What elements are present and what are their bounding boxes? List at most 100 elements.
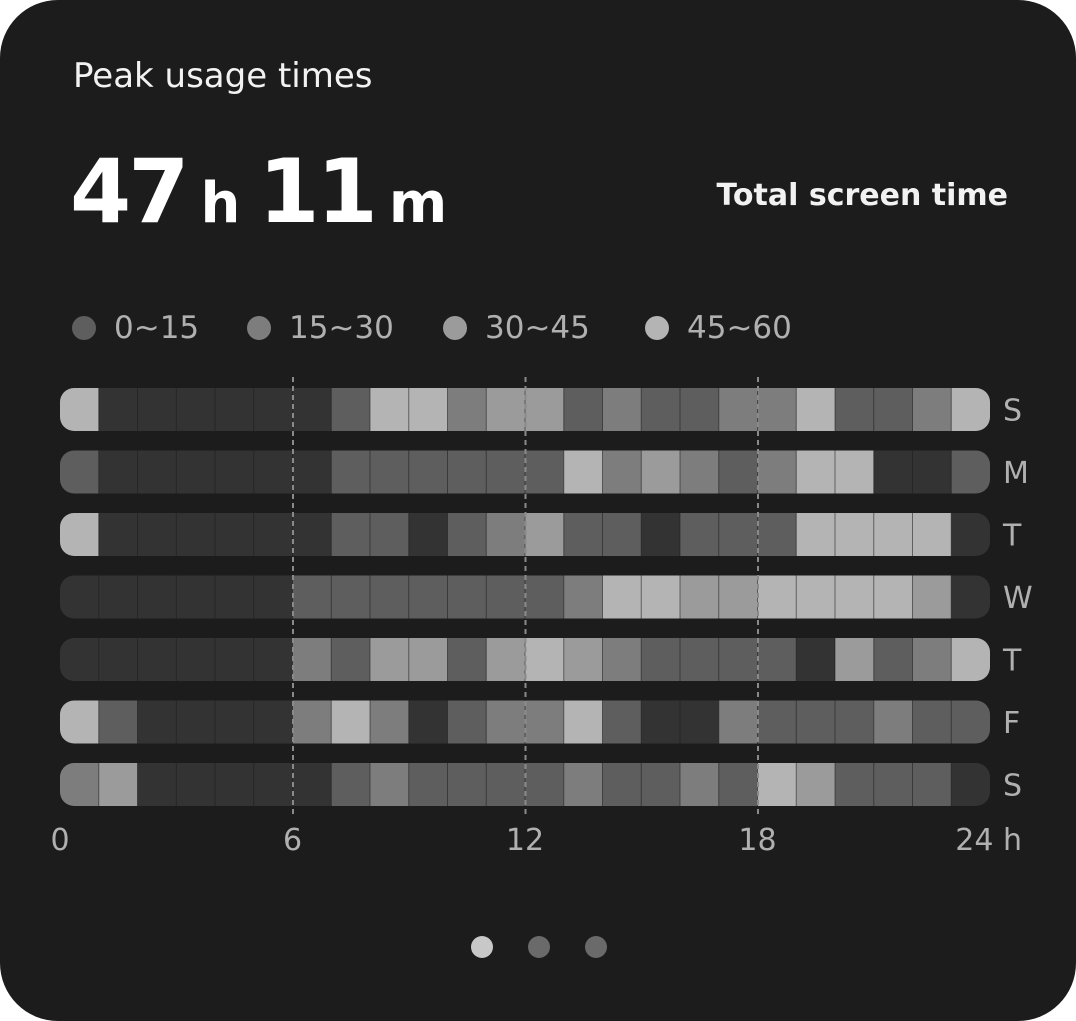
heatmap-cell [757, 575, 797, 619]
heatmap-cell [253, 763, 293, 806]
heatmap-cell [215, 763, 255, 806]
heatmap-cell [370, 575, 410, 619]
heatmap-cell [447, 450, 487, 494]
heatmap-cell [602, 450, 642, 494]
heatmap-cell [137, 388, 177, 431]
page-dot[interactable] [528, 936, 550, 958]
heatmap-cell [796, 638, 836, 681]
heatmap-cell [912, 450, 952, 494]
heatmap-cell [602, 575, 642, 619]
heatmap-cell [873, 388, 913, 431]
heatmap-cell [253, 575, 293, 619]
heatmap-cell [525, 513, 565, 556]
x-tick-label: 18 [738, 823, 776, 858]
heatmap-cell [912, 638, 952, 681]
heatmap-cell [835, 388, 875, 431]
heatmap-cell [98, 388, 138, 431]
page-indicator [0, 936, 1076, 958]
heatmap-cell [60, 513, 100, 556]
heatmap-cell [718, 700, 758, 744]
heatmap-row [60, 575, 990, 619]
heatmap-cell [641, 638, 681, 681]
heatmap-cell [718, 388, 758, 431]
heatmap-cell [680, 513, 720, 556]
heatmap-cell [215, 450, 255, 494]
heatmap-cell [602, 638, 642, 681]
total-minutes: 11 [258, 140, 377, 243]
heatmap-cell [292, 763, 332, 806]
heatmap-cell [912, 575, 952, 619]
heatmap-cell [60, 575, 100, 619]
heatmap-cell [641, 763, 681, 806]
heatmap-cell [370, 388, 410, 431]
heatmap-cell [292, 575, 332, 619]
legend-swatch [645, 316, 669, 340]
heatmap-cell [951, 450, 990, 494]
heatmap-cell [757, 388, 797, 431]
heatmap-cell [331, 450, 371, 494]
heatmap-cell [951, 513, 990, 556]
heatmap-cell [331, 388, 371, 431]
heatmap-cell [447, 763, 487, 806]
heatmap-cell [215, 638, 255, 681]
heatmap-cell [757, 450, 797, 494]
total-hours-unit: h [200, 171, 241, 236]
heatmap-cell [873, 700, 913, 744]
heatmap-cell [796, 513, 836, 556]
legend-label: 45~60 [687, 310, 792, 346]
page-dot[interactable] [471, 936, 493, 958]
heatmap-cell [641, 575, 681, 619]
heatmap-cell [680, 388, 720, 431]
heatmap-cell [835, 700, 875, 744]
heatmap-cell [912, 388, 952, 431]
heatmap-row [60, 638, 990, 681]
legend-label: 30~45 [485, 310, 590, 346]
heatmap-cell [641, 513, 681, 556]
heatmap-cell [525, 700, 565, 744]
heatmap-cell [408, 388, 448, 431]
heatmap-cell [486, 513, 526, 556]
heatmap-cell [331, 575, 371, 619]
legend-swatch [443, 316, 467, 340]
heatmap-cell [447, 388, 487, 431]
heatmap-cell [408, 575, 448, 619]
heatmap-cell [757, 513, 797, 556]
heatmap-row [60, 513, 990, 556]
heatmap-cell [215, 513, 255, 556]
heatmap-row [60, 700, 990, 744]
day-label: M [1003, 456, 1029, 491]
heatmap-cell [525, 638, 565, 681]
heatmap-cell [292, 638, 332, 681]
page-dot[interactable] [585, 936, 607, 958]
heatmap-cell [137, 513, 177, 556]
legend-item: 0~15 [72, 308, 199, 348]
heatmap-cell [176, 388, 216, 431]
heatmap-cell [680, 638, 720, 681]
total-screen-time-label: Total screen time [716, 178, 1008, 213]
heatmap-cell [331, 700, 371, 744]
legend-item: 45~60 [645, 308, 792, 348]
heatmap-cell [215, 575, 255, 619]
heatmap-cell [873, 575, 913, 619]
heatmap-cell [486, 763, 526, 806]
heatmap-cell [98, 575, 138, 619]
card-title: Peak usage times [73, 56, 373, 96]
heatmap-cell [98, 763, 138, 806]
heatmap-cell [408, 700, 448, 744]
heatmap-cell [98, 700, 138, 744]
heatmap-cell [370, 638, 410, 681]
heatmap-row [60, 763, 990, 806]
heatmap-cell [60, 763, 100, 806]
heatmap-cell [331, 638, 371, 681]
heatmap-cell [408, 450, 448, 494]
heatmap-cell [873, 513, 913, 556]
heatmap-cell [176, 450, 216, 494]
heatmap-cell [641, 388, 681, 431]
heatmap-cell [718, 513, 758, 556]
heatmap-cell [757, 638, 797, 681]
heatmap-cell [873, 763, 913, 806]
legend-label: 15~30 [289, 310, 394, 346]
heatmap-cell [137, 450, 177, 494]
heatmap-cell [408, 513, 448, 556]
